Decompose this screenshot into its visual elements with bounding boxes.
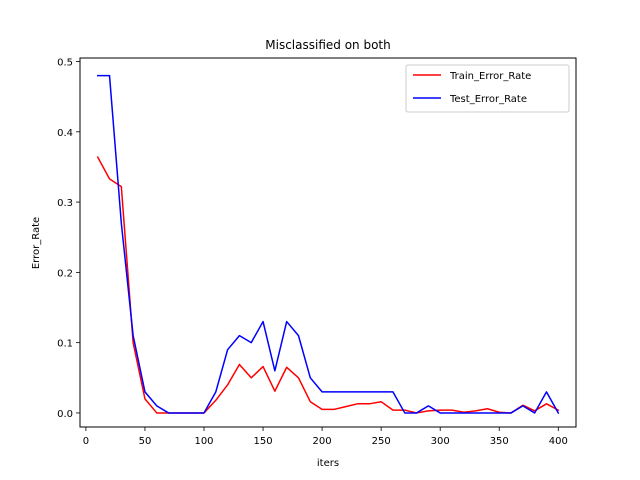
x-tick-label: 150 xyxy=(254,436,273,447)
legend-label-train: Train_Error_Rate xyxy=(449,71,531,82)
y-axis-title: Error_Rate xyxy=(31,217,42,269)
series-layer xyxy=(96,74,560,414)
y-tick-label: 0.5 xyxy=(57,58,73,69)
legend-box xyxy=(405,64,570,113)
x-tick-label: 0 xyxy=(83,436,89,447)
plot-frame xyxy=(79,57,577,428)
y-tick-label: 0.3 xyxy=(57,198,73,209)
x-tick-label: 250 xyxy=(372,436,391,447)
y-tick-label: 0.0 xyxy=(57,409,73,420)
chart-title: Misclassified on both xyxy=(265,38,390,52)
x-axis: 0 50 100 150 200 250 300 350 400 xyxy=(83,427,568,447)
x-tick-label: 50 xyxy=(139,436,152,447)
y-tick-label: 0.1 xyxy=(57,339,73,350)
x-tick-label: 350 xyxy=(490,436,509,447)
x-axis-title: iters xyxy=(317,458,339,469)
x-tick-label: 400 xyxy=(549,436,568,447)
series-line-test xyxy=(96,74,560,414)
y-axis: 0.0 0.1 0.2 0.3 0.4 0.5 xyxy=(57,58,80,420)
x-tick-label: 200 xyxy=(313,436,332,447)
legend-label-test: Test_Error_Rate xyxy=(449,94,527,105)
y-tick-label: 0.4 xyxy=(57,128,73,139)
x-tick-label: 100 xyxy=(194,436,213,447)
legend: Train_Error_Rate Test_Error_Rate xyxy=(405,64,570,113)
y-tick-label: 0.2 xyxy=(57,268,73,279)
x-tick-label: 300 xyxy=(431,436,450,447)
